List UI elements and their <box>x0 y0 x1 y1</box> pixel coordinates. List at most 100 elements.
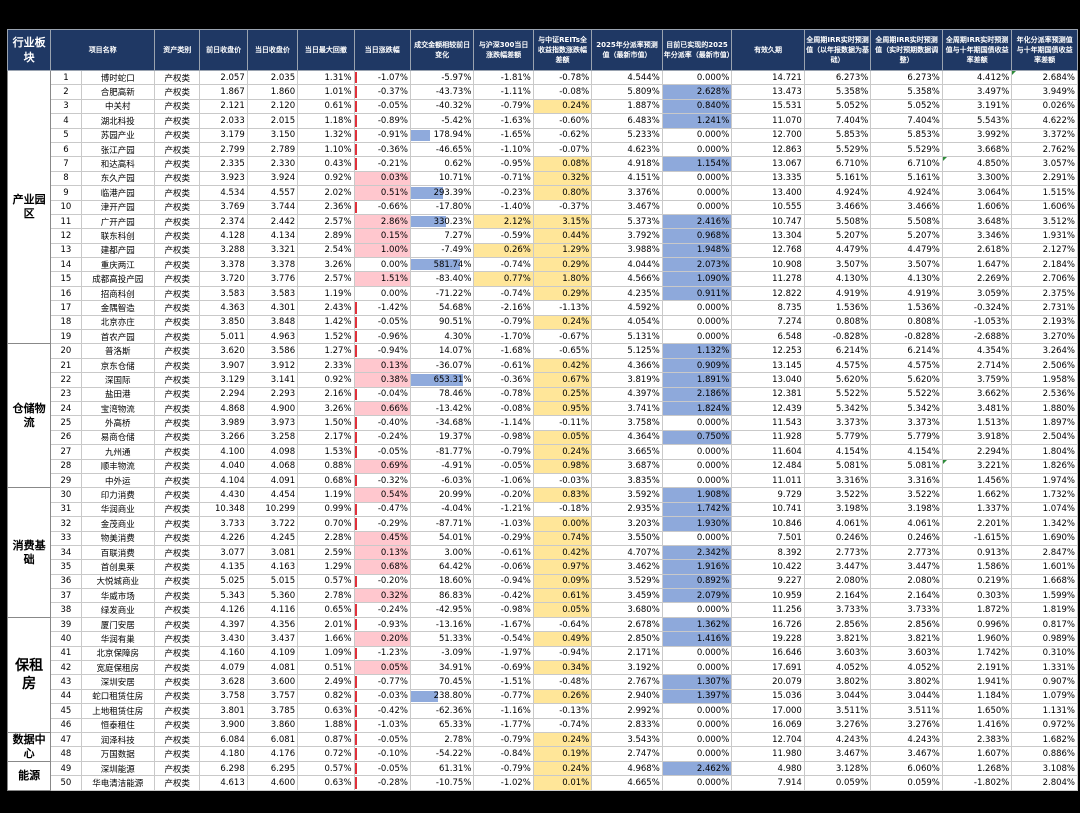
data-cell: 5.207% <box>803 228 872 244</box>
data-cell: 0.000% <box>661 703 733 719</box>
data-cell: 产权类 <box>154 602 201 618</box>
data-cell: 3.769 <box>199 199 248 215</box>
data-cell: 产权类 <box>154 199 201 215</box>
header-cell-4: 当日收盘价 <box>246 29 299 71</box>
table-row: 10 津开产园 产权类 3.769 3.744 2.36% -0.66% -17.80% -1.… <box>8 199 1078 215</box>
data-cell: 3.680% <box>591 602 663 618</box>
data-cell: 4.100 <box>199 444 248 460</box>
cell-text: -13.42% <box>435 403 472 414</box>
table-row: 40 华润有巢 产权类 3.430 3.437 1.66% 0.20% 51.33% -0.54… <box>8 631 1078 647</box>
data-cell: 2.330 <box>246 156 299 172</box>
daily-change-cell: -0.77% <box>353 674 411 690</box>
data-cell: 2.804% <box>1011 775 1078 791</box>
data-cell: 北京保障房 <box>80 645 156 662</box>
data-cell: 5.052% <box>870 98 943 115</box>
data-cell: -1.65% <box>473 127 534 143</box>
data-cell: 3.860 <box>246 717 299 733</box>
cell-text: 70.45% <box>438 677 472 688</box>
data-cell: 4.918% <box>591 156 663 172</box>
data-cell: 3.507% <box>870 257 943 273</box>
cell-text: 653.31% <box>433 374 472 385</box>
data-cell: 3 <box>50 98 82 115</box>
data-cell: 3.198% <box>803 501 872 518</box>
data-cell: 2.120 <box>246 98 299 115</box>
data-cell: 4.180 <box>199 746 248 762</box>
data-cell: 7.914 <box>731 775 805 791</box>
table-row: 29 中外运 产权类 4.104 4.091 0.68% -0.32% -6.03% -1.06… <box>8 472 1078 489</box>
data-cell: 5.081% <box>803 458 872 474</box>
data-cell: 1.66% <box>297 631 355 647</box>
volume-change-cell: 581.74% <box>409 257 475 273</box>
data-cell: 0.246% <box>803 530 872 546</box>
data-cell: 13.067 <box>731 156 805 172</box>
daily-change-cell: -1.42% <box>353 300 411 316</box>
data-cell: 4.104 <box>199 472 248 489</box>
data-cell: 0.000% <box>661 746 733 762</box>
data-cell: 13.473 <box>731 84 805 100</box>
table-row: 48 万国数据 产权类 4.180 4.176 0.72% -0.10% -54.22% -0.… <box>8 746 1078 762</box>
negative-marker <box>355 474 357 487</box>
data-cell: 0.000% <box>661 141 733 158</box>
data-cell: 2.383% <box>941 731 1013 748</box>
data-cell: 3.507% <box>803 257 872 273</box>
cell-text: 0.15% <box>380 230 408 241</box>
negative-marker <box>355 518 357 530</box>
data-cell: 3.757 <box>246 688 299 705</box>
data-cell: 4.544% <box>591 69 663 86</box>
data-cell: -0.59% <box>473 228 534 244</box>
volume-data-bar <box>411 374 463 386</box>
cell-text: -0.05% <box>377 317 408 328</box>
data-cell: 3.064% <box>941 185 1013 201</box>
data-cell: 3.785 <box>246 703 299 719</box>
data-cell: 10.555 <box>731 199 805 215</box>
daily-change-cell: -0.32% <box>353 472 411 489</box>
cell-text: 0.20% <box>380 633 408 644</box>
header-row: 行业板块 项目名称 资产类别 前日收盘价 当日收盘价 当日最大回撤 当日涨跌幅 成交金额相较前… <box>6 29 1078 71</box>
volume-change-cell: -87.71% <box>409 516 475 532</box>
data-cell: 1.536% <box>803 300 872 316</box>
data-cell: 1.515% <box>1011 185 1078 201</box>
negative-marker <box>355 503 357 516</box>
data-cell: 1.416% <box>941 717 1013 733</box>
negative-marker <box>355 417 357 429</box>
cell-text: -0.03% <box>377 691 408 702</box>
negative-marker <box>355 647 357 660</box>
data-cell: 产权类 <box>154 487 201 503</box>
data-cell: 2.291% <box>1011 170 1078 187</box>
header-cell-12: 有效久期 <box>731 29 805 71</box>
data-cell: 4.068 <box>246 458 299 474</box>
data-cell: 3.648% <box>941 213 1013 230</box>
data-cell: 4.226 <box>199 530 248 546</box>
data-cell: 12.253 <box>731 343 805 359</box>
data-cell: 24 <box>50 400 82 417</box>
data-cell: 苏园产业 <box>80 127 156 143</box>
data-cell: -1.63% <box>473 113 534 129</box>
data-cell: 0.34% <box>532 660 593 676</box>
volume-change-cell: 293.39% <box>409 185 475 201</box>
volume-change-cell: 78.46% <box>409 386 475 402</box>
daily-change-cell: -0.24% <box>353 429 411 446</box>
data-cell: 产权类 <box>154 429 201 446</box>
data-cell: 4.968% <box>591 760 663 777</box>
data-cell: 3.988% <box>591 242 663 259</box>
data-cell: 12.704 <box>731 731 805 748</box>
data-cell: 华电清洁能源 <box>80 775 156 791</box>
data-cell: 4.592% <box>591 300 663 316</box>
data-cell: 11.256 <box>731 602 805 618</box>
data-cell: 17.000 <box>731 703 805 719</box>
data-cell: 3.600 <box>246 674 299 690</box>
table-row: 消费基础 30 印力消费 产权类 4.430 4.454 1.19% 0.54% 20.99% -… <box>6 487 1078 618</box>
data-cell: 产权类 <box>154 69 201 86</box>
cell-text: -0.93% <box>377 619 408 630</box>
cell-text: -0.24% <box>377 605 408 616</box>
data-cell: 4.850% <box>941 156 1013 172</box>
volume-change-cell: 70.45% <box>409 674 475 690</box>
daily-change-cell: 0.13% <box>353 544 411 561</box>
data-cell: 3.802% <box>803 674 872 690</box>
data-cell: 4.364% <box>591 429 663 446</box>
data-cell: 17.691 <box>731 660 805 676</box>
data-cell: -0.79% <box>473 760 534 777</box>
data-cell: 0.65% <box>297 602 355 618</box>
daily-change-cell: -0.42% <box>353 703 411 719</box>
cell-text: 0.32% <box>380 590 408 601</box>
